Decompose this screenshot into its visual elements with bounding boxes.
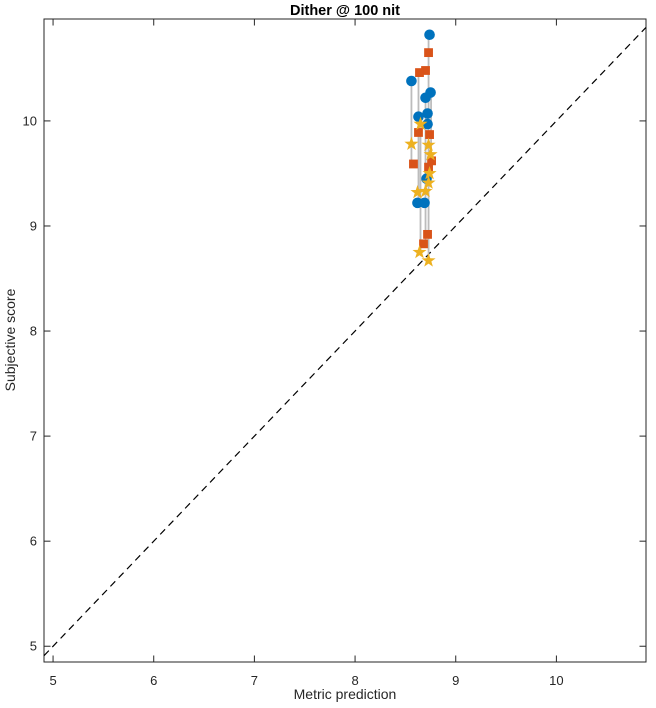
data-point-star (421, 175, 436, 189)
x-tick-label: 9 (452, 673, 459, 688)
data-point-star (412, 244, 427, 259)
y-tick-label: 5 (30, 639, 37, 654)
x-axis-label: Metric prediction (294, 686, 397, 702)
data-point-square (414, 128, 423, 137)
data-point-square (415, 68, 424, 77)
y-tick-label: 8 (30, 324, 37, 339)
data-point-circle (420, 92, 431, 104)
y-axis-label: Subjective score (2, 288, 18, 391)
data-point-star (422, 166, 437, 180)
data-point-square (424, 162, 433, 172)
y-tick-label: 9 (30, 218, 37, 233)
data-point-square (427, 156, 436, 166)
data-point-circle (413, 111, 424, 123)
chart-title: Dither @ 100 nit (290, 3, 400, 19)
identity-line (43, 26, 647, 657)
data-point-star (418, 183, 433, 198)
data-point-circle (422, 118, 433, 130)
axis-ticks (44, 19, 646, 662)
data-markers-layer (404, 29, 438, 267)
x-tick-label: 10 (549, 673, 563, 688)
x-tick-label: 5 (49, 673, 56, 688)
data-point-circle (406, 75, 417, 87)
y-tick-label: 7 (30, 429, 37, 444)
data-point-square (419, 239, 428, 249)
data-point-star (421, 253, 436, 267)
identity-line-layer (43, 26, 647, 657)
axes-box (43, 18, 647, 663)
data-point-star (421, 137, 436, 152)
data-point-square (421, 66, 430, 75)
tick-labels: 5 6 7 8 9 10 5 6 7 8 9 10 (23, 113, 564, 688)
data-point-circle (419, 197, 430, 209)
data-point-square (409, 159, 418, 169)
data-point-circle (424, 29, 435, 41)
y-tick-label: 10 (23, 113, 37, 128)
data-point-square (423, 229, 432, 239)
y-tick-label: 6 (30, 534, 37, 549)
data-point-circle (422, 108, 433, 119)
data-point-star (413, 116, 428, 131)
data-point-star (410, 184, 425, 199)
data-point-star (423, 147, 438, 161)
data-point-star (404, 136, 419, 151)
data-point-square (424, 48, 433, 58)
x-tick-label: 6 (150, 673, 157, 688)
data-point-square (425, 130, 434, 139)
x-tick-label: 8 (351, 673, 358, 688)
x-tick-label: 7 (251, 673, 258, 688)
